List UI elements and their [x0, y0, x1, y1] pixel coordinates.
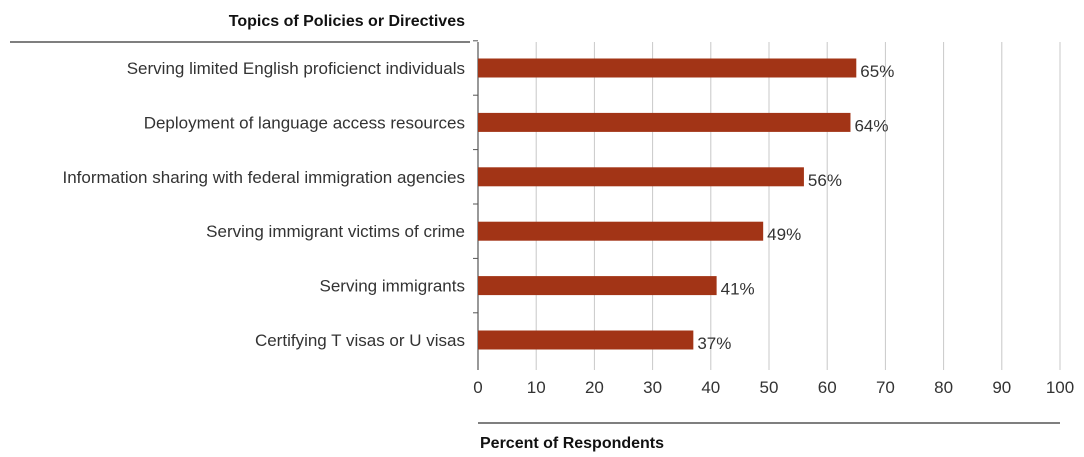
- x-tick-label: 80: [934, 378, 953, 397]
- category-label: Serving limited English proficienct indi…: [127, 59, 465, 78]
- bars: [478, 58, 857, 350]
- x-tick-labels: 0 10 20 30 40 50 60 70 80 90 100: [473, 378, 1074, 397]
- category-label: Serving immigrant victims of crime: [206, 222, 465, 241]
- x-tick-label: 20: [585, 378, 604, 397]
- bar: [478, 112, 851, 132]
- x-tick-label: 10: [527, 378, 546, 397]
- category-label: Serving immigrants: [320, 277, 466, 296]
- x-tick-label: 50: [760, 378, 779, 397]
- x-tick-label: 0: [473, 378, 482, 397]
- category-label: Certifying T visas or U visas: [255, 331, 465, 350]
- x-tick-label: 70: [876, 378, 895, 397]
- bar: [478, 58, 857, 78]
- x-tick-label: 100: [1046, 378, 1074, 397]
- bar: [478, 167, 804, 187]
- data-label: 41%: [721, 280, 755, 299]
- data-labels: 65% 64% 56% 49% 41% 37%: [697, 62, 894, 353]
- data-label: 56%: [808, 171, 842, 190]
- x-tick-label: 90: [992, 378, 1011, 397]
- data-label: 65%: [860, 62, 894, 81]
- x-tick-label: 60: [818, 378, 837, 397]
- x-axis-title: Percent of Respondents: [480, 435, 664, 452]
- bar: [478, 276, 717, 296]
- gridlines: [473, 40, 1061, 370]
- data-label: 49%: [767, 225, 801, 244]
- x-tick-label: 40: [701, 378, 720, 397]
- category-labels: Serving limited English proficienct indi…: [62, 59, 465, 350]
- bar: [478, 221, 764, 241]
- data-label: 64%: [854, 116, 888, 135]
- x-tick-label: 30: [643, 378, 662, 397]
- category-label: Deployment of language access resources: [144, 113, 465, 132]
- data-label: 37%: [697, 334, 731, 353]
- bar: [478, 330, 694, 350]
- category-label: Information sharing with federal immigra…: [62, 168, 465, 187]
- y-axis-title: Topics of Policies or Directives: [229, 13, 465, 30]
